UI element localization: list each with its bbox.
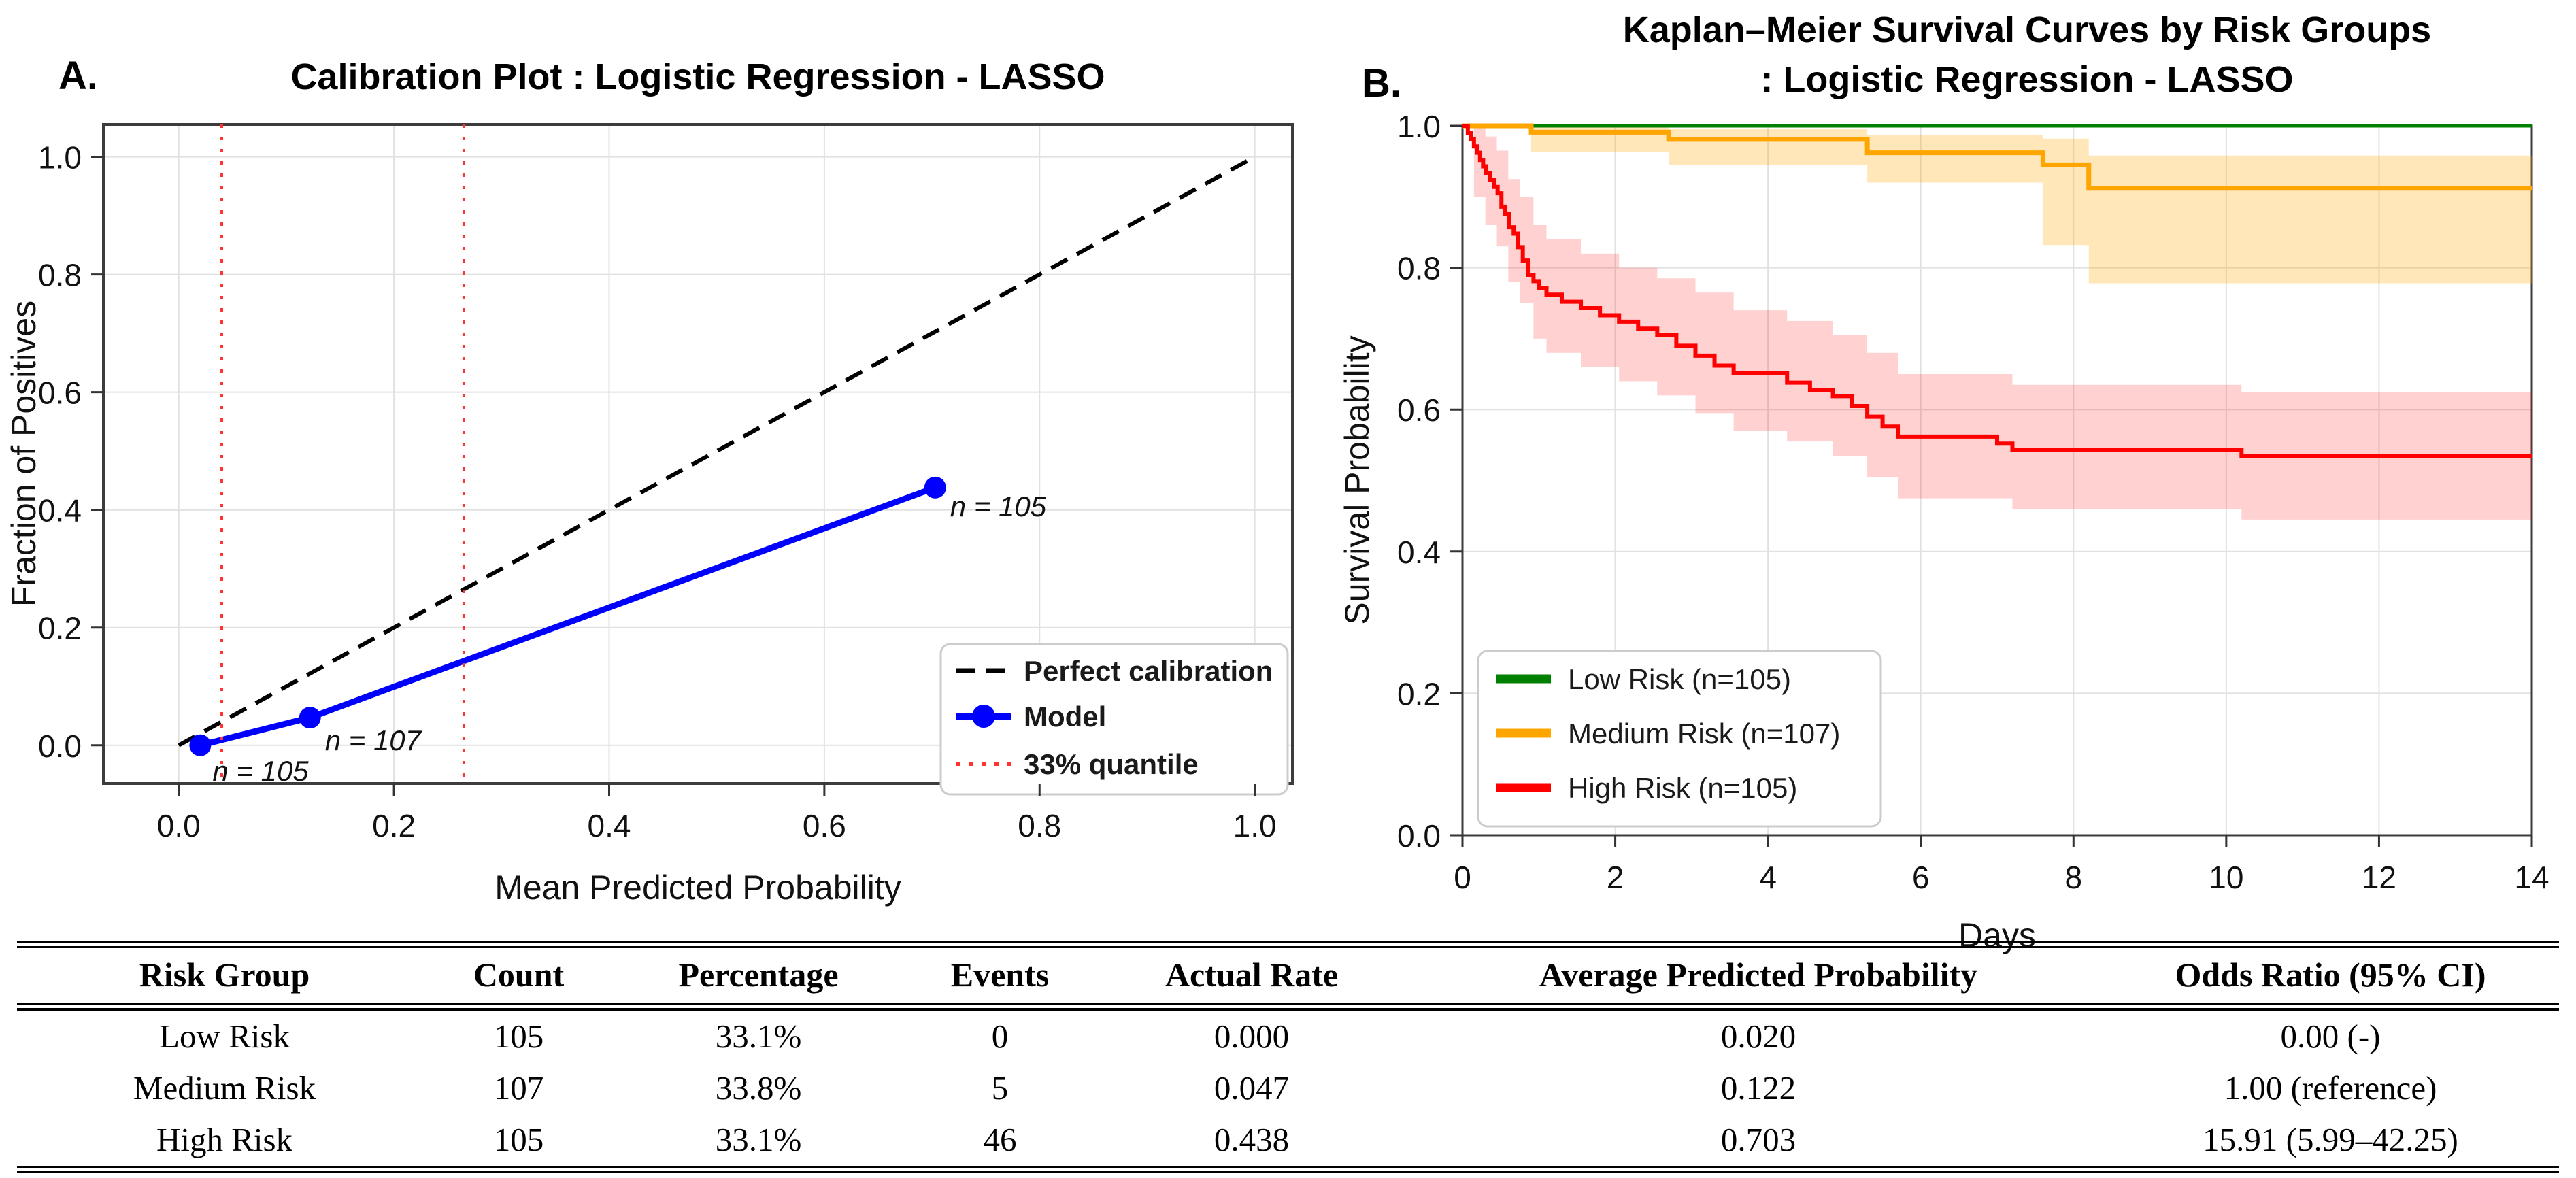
table-cell: 33.1% bbox=[715, 1121, 802, 1158]
table-cell: 1.00 (reference) bbox=[2224, 1069, 2437, 1107]
column-header: Risk Group bbox=[17, 945, 432, 1011]
table-cell: 33.8% bbox=[715, 1069, 802, 1107]
y-tick-label: 0.2 bbox=[1397, 676, 1441, 711]
legend-b: Low Risk (n=105) Medium Risk (n=107) Hig… bbox=[1477, 650, 1882, 828]
grid-group-a bbox=[103, 124, 1292, 784]
km-plot-svg: Low Risk (n=105) Medium Risk (n=107) Hig… bbox=[1338, 10, 2549, 954]
legend-swatch-model-marker bbox=[972, 705, 995, 728]
y-tick-label: 0.8 bbox=[38, 258, 82, 293]
series-group-b bbox=[1461, 123, 2533, 837]
model-point-label: n = 107 bbox=[325, 724, 422, 756]
panel-a-ylabel: Fraction of Positives bbox=[5, 301, 43, 607]
table-cell: 105 bbox=[493, 1017, 544, 1055]
confidence-band bbox=[1462, 126, 2532, 284]
table-header-row: Risk Group Count Percentage Events Actual Ra… bbox=[17, 945, 2559, 1011]
x-tick-label: 1.0 bbox=[1233, 808, 1277, 843]
panel-a-title: Calibration Plot : Logistic Regression -… bbox=[290, 56, 1105, 97]
model-point-label: n = 105 bbox=[212, 755, 309, 787]
axes-group-a: 0.0 0.2 0.4 0.6 0.8 1.0 0.0 0.2 0.4 0.6 0.8 1.0 bbox=[38, 140, 1277, 843]
x-tick-label: 12 bbox=[2362, 860, 2396, 895]
y-tick-label: 0.4 bbox=[1397, 535, 1441, 570]
table-row: Low Risk 105 33.1% 0 0.000 0.020 0.00 (-) bbox=[17, 1007, 2559, 1062]
model-point bbox=[299, 707, 321, 729]
km-step-curve bbox=[1462, 123, 2532, 191]
legend-label-perfect-calibration: Perfect calibration bbox=[1024, 655, 1273, 687]
plot-border bbox=[102, 123, 1294, 785]
km-step-curve bbox=[1462, 124, 2532, 458]
x-tick-label: 10 bbox=[2209, 860, 2243, 895]
y-tick-label: 0.0 bbox=[38, 728, 82, 764]
legend-label-low-risk: Low Risk (n=105) bbox=[1568, 663, 1791, 695]
x-tick-label: 0.8 bbox=[1018, 808, 1061, 843]
column-header: Odds Ratio (95% CI) bbox=[2102, 945, 2559, 1011]
table-cell: Medium Risk bbox=[133, 1069, 316, 1107]
x-tick-label: 8 bbox=[2064, 860, 2082, 895]
table-cell: 0 bbox=[991, 1017, 1009, 1055]
panel-b-letter: B. bbox=[1362, 61, 1401, 105]
legend-label-medium-risk: Medium Risk (n=107) bbox=[1568, 718, 1840, 750]
confidence-band bbox=[1462, 126, 2532, 520]
table-cell: 15.91 (5.99–42.25) bbox=[2203, 1121, 2458, 1158]
panel-b-title-line2: : Logistic Regression - LASSO bbox=[1760, 59, 2293, 100]
legend-b-box bbox=[1477, 650, 1882, 828]
table-cell: 5 bbox=[991, 1069, 1009, 1107]
x-tick-label: 0.0 bbox=[157, 808, 201, 843]
y-tick-label: 0.2 bbox=[38, 611, 82, 646]
column-header: Actual Rate bbox=[1088, 945, 1415, 1011]
x-tick-label: 0.6 bbox=[803, 808, 846, 843]
legend-a-box bbox=[939, 643, 1289, 796]
column-header: Count bbox=[432, 945, 605, 1011]
table-cell: High Risk bbox=[156, 1121, 293, 1158]
table-cell: Low Risk bbox=[159, 1017, 290, 1055]
series-group-a: n = 105 n = 107 n = 105 bbox=[102, 123, 1294, 787]
table-cell: 0.438 bbox=[1214, 1121, 1290, 1158]
x-tick-label: 0.2 bbox=[372, 808, 416, 843]
table-cell: 0.122 bbox=[1720, 1069, 1796, 1107]
legend-label-quantile: 33% quantile bbox=[1024, 748, 1199, 780]
y-tick-label: 1.0 bbox=[38, 140, 82, 175]
axes-group-b: 0 2 4 6 8 10 12 14 0.0 0.2 0.4 0.6 0.8 1.0 bbox=[1397, 109, 2549, 895]
table-cell: 46 bbox=[983, 1121, 1017, 1158]
table-cell: 0.000 bbox=[1214, 1017, 1290, 1055]
table-cell: 0.00 (-) bbox=[2280, 1017, 2381, 1055]
panel-a-xlabel: Mean Predicted Probability bbox=[495, 869, 901, 907]
x-tick-label: 0 bbox=[1454, 860, 1471, 895]
model-point-label: n = 105 bbox=[950, 490, 1047, 522]
y-tick-label: 1.0 bbox=[1397, 109, 1441, 144]
y-tick-label: 0.6 bbox=[38, 375, 82, 411]
table-cell: 105 bbox=[493, 1121, 544, 1158]
x-tick-label: 6 bbox=[1912, 860, 1930, 895]
table-cell: 0.703 bbox=[1720, 1121, 1796, 1158]
table-row: High Risk 105 33.1% 46 0.438 0.703 15.91 (5.99… bbox=[17, 1114, 2559, 1169]
risk-table-section: Risk Group Count Percentage Events Actual Ra… bbox=[17, 941, 2559, 1173]
y-tick-label: 0.6 bbox=[1397, 392, 1441, 428]
legend-label-high-risk: High Risk (n=105) bbox=[1568, 772, 1797, 804]
y-tick-label: 0.0 bbox=[1397, 818, 1441, 854]
panel-b-title-line1: Kaplan–Meier Survival Curves by Risk Gro… bbox=[1623, 10, 2431, 50]
column-header: Events bbox=[911, 945, 1088, 1011]
x-tick-label: 2 bbox=[1607, 860, 1624, 895]
x-tick-label: 0.4 bbox=[588, 808, 631, 843]
risk-group-table: Risk Group Count Percentage Events Actual Ra… bbox=[17, 941, 2559, 1173]
y-tick-label: 0.4 bbox=[38, 493, 82, 528]
table-cell: 33.1% bbox=[715, 1017, 802, 1055]
legend-a: Perfect calibration Model 33% quantile bbox=[939, 643, 1289, 796]
table-cell: 0.047 bbox=[1214, 1069, 1290, 1107]
model-point bbox=[924, 476, 946, 499]
y-tick-label: 0.8 bbox=[1397, 251, 1441, 286]
calibration-plot-svg: n = 105 n = 107 n = 105 Perfect calibratio… bbox=[5, 54, 1294, 907]
panel-a-letter: A. bbox=[58, 54, 98, 98]
table-cell: 107 bbox=[493, 1069, 544, 1107]
legend-label-model: Model bbox=[1024, 701, 1106, 733]
panel-b-ylabel: Survival Probability bbox=[1338, 335, 1376, 624]
x-tick-label: 4 bbox=[1759, 860, 1777, 895]
column-header: Average Predicted Probability bbox=[1415, 945, 2102, 1011]
table-cell: 0.020 bbox=[1720, 1017, 1796, 1055]
column-header: Percentage bbox=[605, 945, 911, 1011]
model-point bbox=[189, 734, 212, 756]
table-row: Medium Risk 107 33.8% 5 0.047 0.122 1.00 (refe… bbox=[17, 1062, 2559, 1114]
x-tick-label: 14 bbox=[2514, 860, 2549, 895]
